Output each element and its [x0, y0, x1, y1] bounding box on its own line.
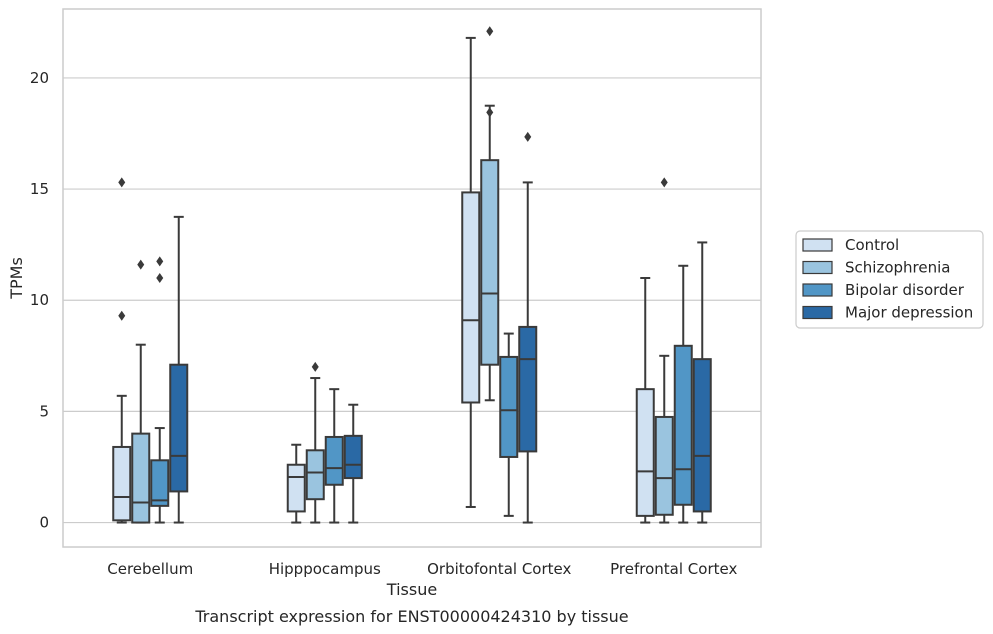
y-axis-label: TPMs	[7, 257, 26, 300]
outlier-point	[486, 26, 494, 37]
box-rect	[654, 415, 674, 516]
x-tick-label-1: Hipppocampus	[269, 560, 381, 578]
legend-swatch-2	[802, 283, 833, 297]
outlier-point	[486, 107, 494, 118]
box-rect	[131, 432, 151, 524]
x-axis-ticks: Cerebellum Hipppocampus Orbitofontal Corte…	[107, 560, 737, 578]
box-rect	[480, 159, 500, 366]
outlier-point	[118, 310, 126, 321]
box-rect	[286, 463, 306, 513]
box-rect	[343, 434, 363, 480]
x-tick-label-2: Orbitofontal Cortex	[427, 560, 571, 578]
legend-swatch-3	[802, 305, 833, 320]
box-rect	[112, 445, 132, 522]
box-3-0	[635, 277, 655, 524]
legend-swatch-0	[802, 238, 833, 252]
box-3-2	[673, 264, 693, 524]
box-rect	[150, 459, 170, 507]
box-rect	[305, 449, 325, 501]
x-tick-label-0: Cerebellum	[107, 560, 193, 578]
legend-label-1: Schizophrenia	[845, 259, 950, 277]
box-0-3	[169, 215, 189, 524]
box-3-1	[654, 177, 674, 524]
y-tick-label-5: 5	[39, 402, 49, 420]
boxes-layer	[112, 26, 712, 524]
outlier-point	[137, 259, 145, 270]
outlier-point	[156, 273, 164, 283]
y-tick-label-15: 15	[30, 180, 49, 198]
box-rect	[324, 435, 344, 486]
y-tick-label-0: 0	[39, 514, 49, 532]
box-0-1	[131, 259, 151, 524]
box-2-0	[461, 36, 481, 508]
legend-label-2: Bipolar disorder	[845, 281, 965, 299]
y-tick-label-10: 10	[30, 291, 49, 309]
x-tick-label-3: Prefrontal Cortex	[610, 560, 737, 578]
box-rect	[635, 388, 655, 517]
box-0-2	[150, 256, 170, 524]
box-rect	[673, 344, 693, 506]
box-rect	[169, 363, 189, 493]
outlier-point	[524, 131, 532, 142]
box-1-0	[286, 443, 306, 524]
box-2-3	[518, 131, 538, 524]
legend: Control Schizophrenia Bipolar disorder Majo…	[795, 230, 984, 329]
box-rect	[518, 325, 538, 453]
outlier-point	[118, 177, 126, 188]
legend-label-3: Major depression	[845, 304, 973, 322]
chart-caption: Transcript expression for ENST0000042431…	[194, 607, 628, 626]
legend-frame	[795, 230, 984, 329]
box-rect	[499, 355, 519, 458]
box-1-3	[343, 403, 363, 524]
plot-frame	[62, 8, 762, 548]
box-2-2	[499, 332, 519, 517]
outlier-point	[660, 177, 668, 188]
box-1-2	[324, 388, 344, 524]
legend-label-0: Control	[845, 236, 899, 254]
y-tick-label-20: 20	[30, 69, 49, 87]
box-1-1	[305, 361, 325, 524]
box-rect	[461, 191, 481, 404]
box-rect	[692, 358, 712, 513]
legend-swatch-1	[802, 260, 833, 275]
box-2-1	[480, 26, 500, 402]
box-0-0	[112, 177, 132, 524]
outlier-point	[311, 361, 319, 372]
x-axis-label: Tissue	[386, 580, 437, 599]
outlier-point	[156, 256, 164, 267]
y-axis-ticks: 0 5 10 15 20	[30, 69, 49, 532]
box-3-3	[692, 241, 712, 524]
